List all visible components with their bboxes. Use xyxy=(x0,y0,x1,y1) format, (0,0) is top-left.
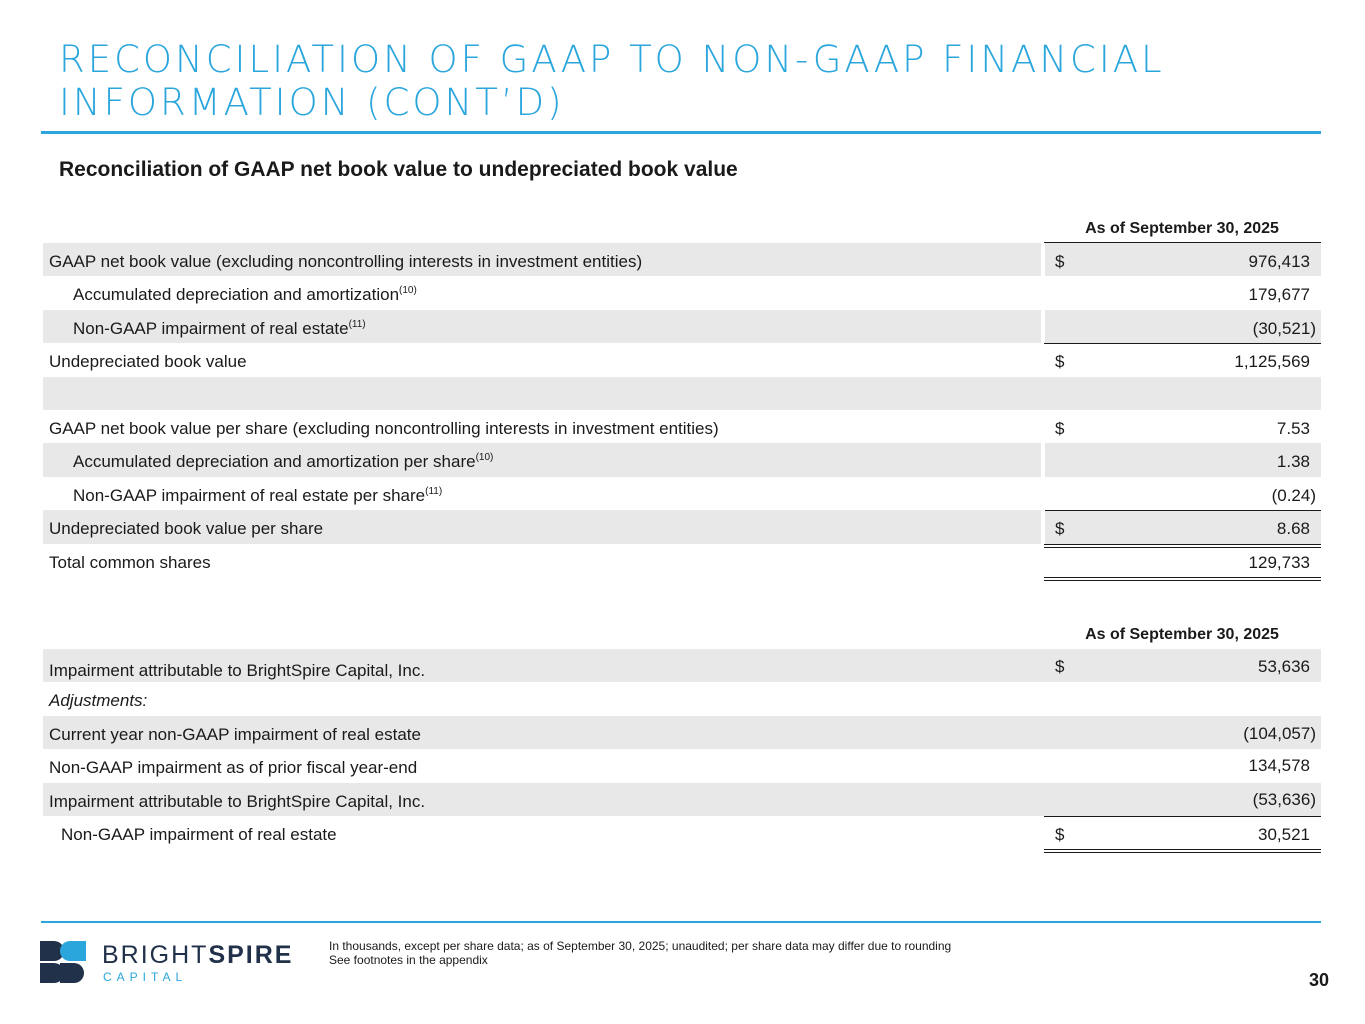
row-value: 129,733 xyxy=(1248,552,1310,572)
footer-notes: In thousands, except per share data; as … xyxy=(329,939,951,967)
table-header: As of September 30, 2025 xyxy=(43,209,1321,243)
currency-symbol: $ xyxy=(1055,418,1065,438)
footnote-ref: (10) xyxy=(399,285,417,297)
footer-note-units: In thousands, except per share data; as … xyxy=(329,939,952,953)
column-header: As of September 30, 2025 xyxy=(1085,626,1279,643)
double-underline xyxy=(1044,543,1321,548)
logo-wordmark: BRIGHTSPIRE xyxy=(102,941,294,969)
total-top-rule xyxy=(1044,343,1321,345)
row-value: 1.38 xyxy=(1276,452,1310,472)
row-label: Non-GAAP impairment of real estate per s… xyxy=(73,485,443,505)
table-row: Non-GAAP impairment as of prior fiscal y… xyxy=(43,749,1321,782)
section-subtitle: Reconciliation of GAAP net book value to… xyxy=(59,158,738,181)
table-row: Impairment attributable to BrightSpire C… xyxy=(43,649,1321,683)
double-underline xyxy=(1044,576,1321,581)
row-value: 1,125,569 xyxy=(1234,352,1310,372)
row-label: Impairment attributable to BrightSpire C… xyxy=(49,661,426,680)
book-value-reconciliation-table: As of September 30, 2025 GAAP net book v… xyxy=(43,209,1321,581)
footnote-ref: (11) xyxy=(348,318,366,330)
row-value: 53,636 xyxy=(1258,657,1310,676)
row-value: (104,057) xyxy=(1243,723,1316,743)
total-top-rule xyxy=(1044,510,1321,512)
row-label: Non-GAAP impairment of real estate(11) xyxy=(73,318,366,338)
column-gap xyxy=(1041,309,1045,344)
table-row: Adjustments: xyxy=(43,682,1321,715)
table-row: Accumulated depreciation and amortizatio… xyxy=(43,276,1321,309)
header-underline xyxy=(1044,242,1321,243)
row-label: Undepreciated book value per share xyxy=(49,519,324,539)
table-row: Impairment attributable to BrightSpire C… xyxy=(43,782,1321,816)
table-row: Accumulated depreciation and amortizatio… xyxy=(43,443,1321,477)
currency-symbol: $ xyxy=(1055,519,1065,539)
page-title: RECONCILIATION OF GAAP TO NON-GAAP FINAN… xyxy=(59,38,1259,124)
footer-note-appendix: See footnotes in the appendix xyxy=(329,953,488,967)
row-value: 30,521 xyxy=(1258,824,1310,844)
row-value: (0.24) xyxy=(1271,485,1316,505)
row-label: GAAP net book value (excluding noncontro… xyxy=(49,252,643,271)
row-label: Non-GAAP impairment of real estate xyxy=(61,824,337,844)
table-row: Total common shares 129,733 xyxy=(43,544,1321,581)
impairment-reconciliation-table: As of September 30, 2025 Impairment attr… xyxy=(43,617,1321,854)
row-value: 134,578 xyxy=(1248,756,1310,776)
row-label: Adjustments: xyxy=(49,691,148,711)
row-value: 179,677 xyxy=(1248,285,1310,305)
row-value: 8.68 xyxy=(1276,519,1310,539)
double-underline xyxy=(1044,849,1321,854)
table-row: Non-GAAP impairment of real estate(11) (… xyxy=(43,309,1321,344)
row-label: Current year non-GAAP impairment of real… xyxy=(49,724,421,744)
column-gap xyxy=(1041,443,1045,477)
brightspire-logo: BRIGHTSPIRE CAPITAL xyxy=(40,941,291,988)
page-number: 30 xyxy=(1308,970,1329,990)
row-label: Accumulated depreciation and amortizatio… xyxy=(73,452,494,472)
currency-symbol: $ xyxy=(1055,352,1065,372)
currency-symbol: $ xyxy=(1055,824,1065,844)
row-value: 976,413 xyxy=(1248,252,1310,271)
row-label: Accumulated depreciation and amortizatio… xyxy=(73,285,417,305)
footnote-ref: (10) xyxy=(475,452,494,464)
total-top-rule xyxy=(1044,815,1321,817)
footnote-ref: (11) xyxy=(425,485,443,497)
column-gap xyxy=(1041,510,1045,544)
footer-divider xyxy=(41,921,1321,923)
table-row-total: Undepreciated book value $ 1,125,569 xyxy=(43,343,1321,381)
row-label: Non-GAAP impairment as of prior fiscal y… xyxy=(49,758,418,778)
table-row: GAAP net book value per share (excluding… xyxy=(43,410,1321,443)
row-value: (30,521) xyxy=(1252,318,1316,338)
table-row-total: Undepreciated book value per share $ 8.6… xyxy=(43,510,1321,548)
row-value: 7.53 xyxy=(1276,418,1310,438)
table-row: Current year non-GAAP impairment of real… xyxy=(43,715,1321,750)
row-label: Total common shares xyxy=(49,552,211,572)
page-title-line-2: INFORMATION (CONT’D) xyxy=(59,81,565,124)
column-header: As of September 30, 2025 xyxy=(1085,220,1279,237)
table-row: GAAP net book value (excluding noncontro… xyxy=(43,243,1321,277)
table-row-total: Non-GAAP impairment of real estate $ 30,… xyxy=(43,815,1321,854)
logo-mark-icon xyxy=(40,941,86,983)
row-label: Undepreciated book value xyxy=(49,352,247,372)
row-value: (53,636) xyxy=(1252,789,1316,809)
logo-subtitle: CAPITAL xyxy=(103,970,188,984)
table-row: Non-GAAP impairment of real estate per s… xyxy=(43,477,1321,510)
row-label: GAAP net book value per share (excluding… xyxy=(49,418,719,438)
table-header: As of September 30, 2025 xyxy=(43,617,1321,649)
row-label: Impairment attributable to BrightSpire C… xyxy=(49,791,426,811)
page-title-line-1: RECONCILIATION OF GAAP TO NON-GAAP FINAN… xyxy=(59,38,1165,81)
currency-symbol: $ xyxy=(1055,252,1065,271)
spacer-row xyxy=(43,376,1321,410)
currency-symbol: $ xyxy=(1055,657,1065,676)
title-divider xyxy=(41,131,1321,134)
column-gap xyxy=(1041,243,1045,277)
